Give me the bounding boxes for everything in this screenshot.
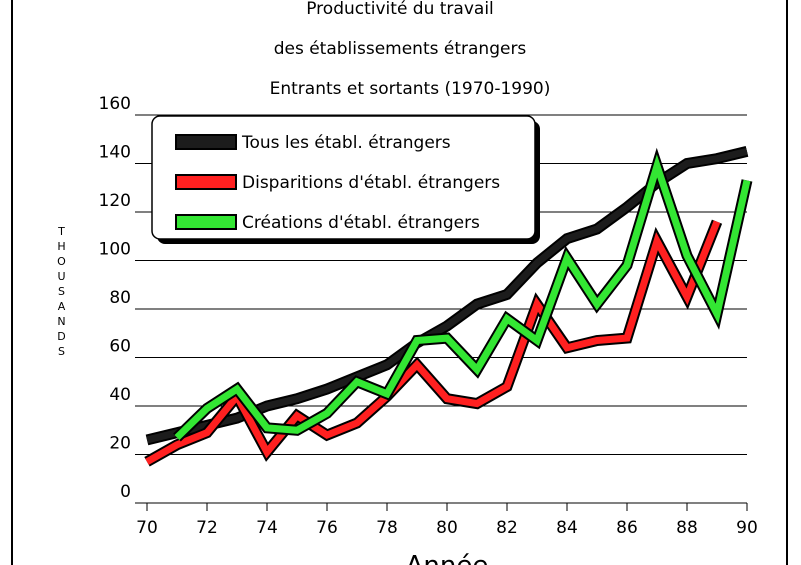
x-tick-label: 76 xyxy=(316,518,338,538)
y-axis-label: THOUSANDS xyxy=(55,225,68,360)
series-line xyxy=(174,154,751,441)
y-tick-label: 60 xyxy=(109,337,131,357)
y-tick-label: 20 xyxy=(109,434,131,454)
legend-swatch xyxy=(175,174,237,190)
y-tick-label: 40 xyxy=(109,385,131,405)
legend-swatch xyxy=(175,214,237,230)
legend-label: Tous les établ. étrangers xyxy=(241,133,451,153)
y-tick-label: 140 xyxy=(99,143,131,163)
legend-label: Disparitions d'établ. étrangers xyxy=(242,173,500,193)
title-line: Productivité du travail xyxy=(306,0,494,19)
legend xyxy=(151,115,536,240)
y-tick-label: 80 xyxy=(109,288,131,308)
y-tick-label: 120 xyxy=(99,191,131,211)
title-line: des établissements étrangers xyxy=(274,39,527,59)
x-tick-label: 90 xyxy=(736,518,758,538)
series-line xyxy=(145,220,721,465)
legend-swatch xyxy=(175,134,237,150)
y-tick-label: 160 xyxy=(99,94,131,114)
x-tick-label: 86 xyxy=(616,518,638,538)
y-tick-label: 0 xyxy=(120,482,131,502)
x-tick-label: 82 xyxy=(496,518,518,538)
x-tick-label: 78 xyxy=(376,518,398,538)
legend-label: Créations d'établ. étrangers xyxy=(242,213,480,233)
x-tick-label: 74 xyxy=(256,518,278,538)
x-tick-label: 84 xyxy=(556,518,578,538)
x-tick-label: 72 xyxy=(196,518,218,538)
x-tick-label: 88 xyxy=(676,518,698,538)
title-line: Entrants et sortants (1970-1990) xyxy=(270,79,551,99)
x-tick-label: 70 xyxy=(136,518,158,538)
x-axis-label: Année xyxy=(406,551,489,565)
x-tick-label: 80 xyxy=(436,518,458,538)
y-tick-label: 100 xyxy=(99,240,131,260)
